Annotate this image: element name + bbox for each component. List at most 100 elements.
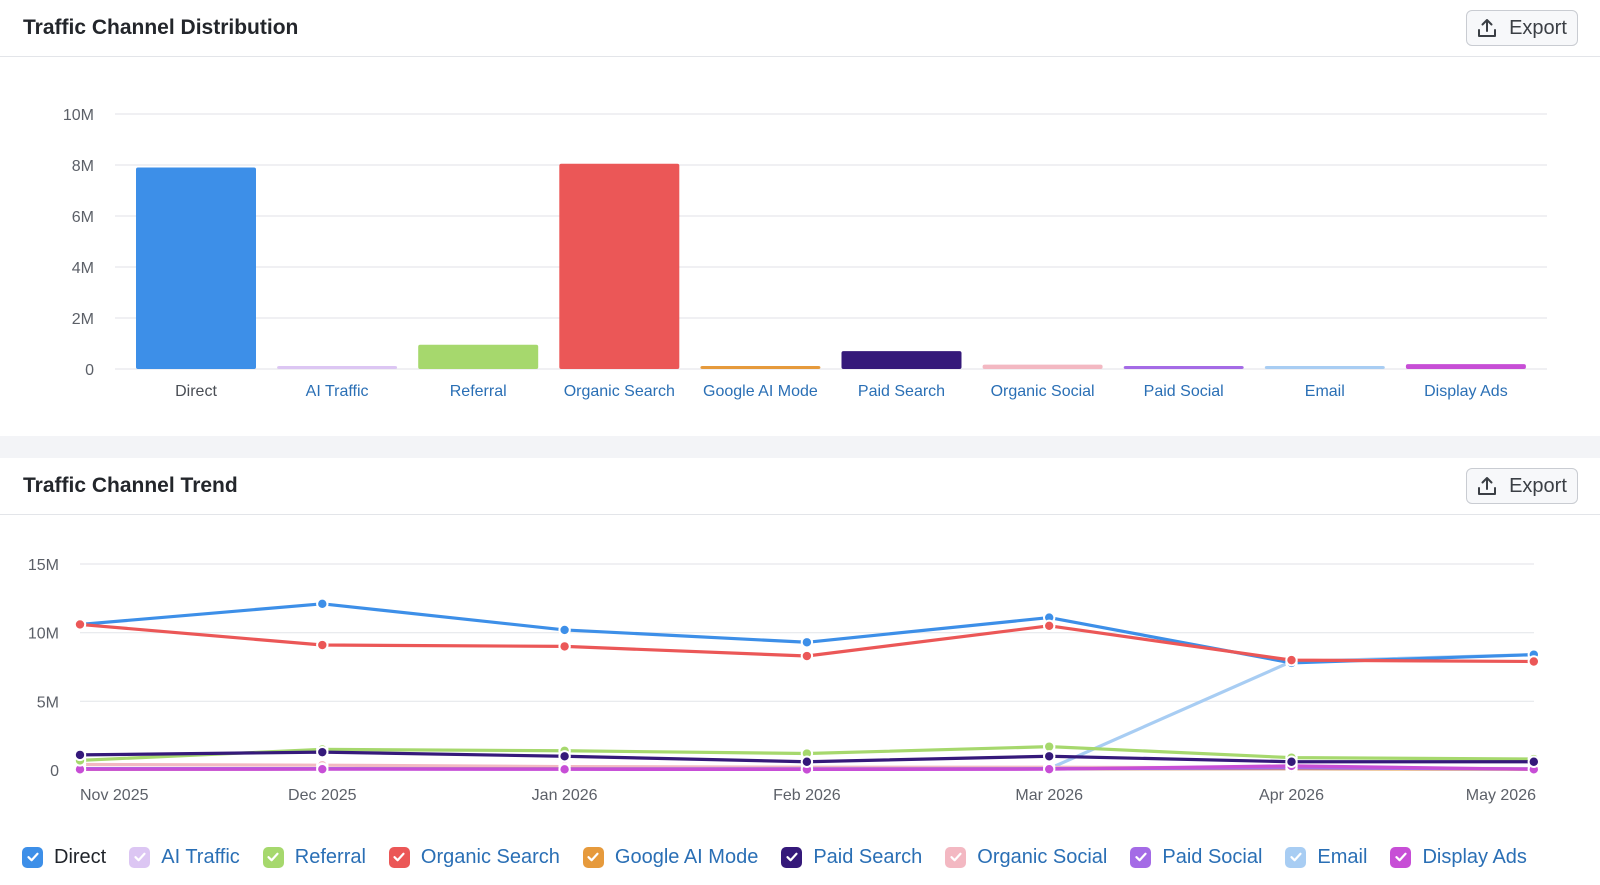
distribution-header: Traffic Channel Distribution Export (0, 0, 1600, 57)
bar-google-ai-mode[interactable] (700, 366, 821, 369)
legend-label: Display Ads (1422, 845, 1527, 868)
trend-export-button[interactable]: Export (1466, 468, 1578, 504)
data-point-organic-search[interactable] (316, 638, 329, 652)
bar-email[interactable] (1264, 366, 1385, 369)
bar-x-tick-label[interactable]: AI Traffic (306, 383, 369, 400)
bar-y-tick-label: 4M (72, 260, 94, 277)
bar-x-tick-label[interactable]: Paid Search (858, 383, 945, 400)
legend-label: Paid Social (1162, 845, 1263, 868)
export-label: Export (1509, 474, 1567, 497)
data-point-organic-search[interactable] (1043, 619, 1056, 633)
data-point-paid-search[interactable] (1285, 755, 1298, 768)
legend-item-referral[interactable]: Referral (262, 845, 366, 869)
bar-paid-search[interactable] (841, 351, 962, 369)
data-point-paid-search[interactable] (558, 750, 571, 763)
line-x-tick-label: Apr 2026 (1259, 787, 1324, 804)
trend-line-chart: 0 5M 10M 15M Nov 2025 Dec 2025 Jan 2026 Feb 202… (28, 557, 1541, 804)
legend-label: Google AI Mode (614, 845, 759, 868)
bar-paid-social[interactable] (1123, 366, 1244, 369)
distribution-card: Traffic Channel Distribution Export 0 2M 4… (0, 0, 1600, 436)
line-y-tick-label: 15M (28, 557, 59, 574)
checkbox-checked-icon[interactable] (262, 846, 284, 868)
line-y-tick-label: 10M (28, 626, 59, 643)
distribution-title: Traffic Channel Distribution (23, 16, 299, 39)
data-point-organic-search[interactable] (1527, 655, 1541, 668)
data-point-paid-search[interactable] (1043, 750, 1056, 763)
checkbox-checked-icon[interactable] (129, 846, 151, 868)
checkbox-checked-icon[interactable] (945, 846, 967, 868)
bar-x-tick-label[interactable]: Organic Search (564, 383, 675, 400)
line-x-tick-label: Feb 2026 (773, 787, 841, 804)
data-point-organic-search[interactable] (800, 649, 814, 663)
line-x-tick-label: Nov 2025 (80, 787, 149, 804)
line-x-tick-label: May 2026 (1466, 787, 1536, 804)
legend-item-paid-search[interactable]: Paid Search (781, 846, 922, 869)
bar-y-tick-label: 2M (72, 311, 94, 328)
legend-item-google-ai-mode[interactable]: Google AI Mode (582, 845, 759, 869)
line-y-tick-label: 0 (50, 763, 59, 780)
data-point-paid-search[interactable] (316, 745, 329, 759)
bar-x-tick-label[interactable]: Email (1305, 383, 1345, 400)
export-icon (1478, 477, 1497, 495)
bar-y-tick-label: 0 (85, 362, 94, 379)
bar-ai-traffic[interactable] (277, 366, 398, 369)
bar-referral[interactable] (418, 344, 539, 369)
bar-x-tick-label[interactable]: Organic Social (991, 383, 1095, 400)
data-point-display-ads[interactable] (316, 762, 329, 776)
checkbox-checked-icon[interactable] (22, 846, 43, 868)
trend-title: Traffic Channel Trend (23, 474, 238, 497)
legend-label: Organic Search (420, 845, 560, 868)
legend-item-organic-search[interactable]: Organic Search (388, 845, 560, 869)
data-point-organic-search[interactable] (558, 640, 571, 653)
legend-label: AI Traffic (161, 845, 240, 868)
data-point-direct[interactable] (558, 623, 571, 637)
legend-item-email[interactable]: Email (1285, 846, 1367, 869)
legend-label: Direct (54, 845, 107, 868)
legend-label: Organic Social (977, 845, 1108, 868)
bar-x-tick-label[interactable]: Google AI Mode (703, 383, 818, 400)
legend-item-direct[interactable]: Direct (22, 846, 106, 869)
bar-x-tick-label[interactable]: Paid Social (1144, 383, 1224, 400)
legend-item-ai-traffic[interactable]: AI Traffic (129, 846, 240, 869)
data-point-paid-search[interactable] (800, 755, 814, 768)
data-point-direct[interactable] (800, 636, 814, 649)
data-point-direct[interactable] (316, 597, 329, 611)
bar-x-tick-label: Direct (175, 383, 217, 400)
checkbox-checked-icon[interactable] (781, 846, 803, 868)
bar-y-tick-label: 10M (63, 107, 94, 124)
bar-organic-social[interactable] (982, 364, 1103, 369)
legend-item-display-ads[interactable]: Display Ads (1390, 846, 1527, 869)
data-point-organic-search[interactable] (1285, 653, 1298, 667)
export-icon (1478, 19, 1497, 37)
bar-y-tick-label: 6M (72, 209, 94, 226)
checkbox-checked-icon[interactable] (388, 846, 410, 868)
distribution-export-button[interactable]: Export (1466, 10, 1578, 46)
legend-item-organic-social[interactable]: Organic Social (945, 846, 1107, 869)
data-point-display-ads[interactable] (1043, 762, 1056, 776)
data-point-display-ads[interactable] (558, 763, 571, 776)
bar-display-ads[interactable] (1405, 364, 1526, 369)
checkbox-checked-icon[interactable] (1390, 846, 1412, 868)
data-point-organic-search[interactable] (73, 618, 87, 631)
distribution-bar-chart: 0 2M 4M 6M 8M 10M Direct AI Traffic Referral Orga… (63, 107, 1547, 400)
bar-direct[interactable] (136, 167, 256, 369)
legend-item-paid-social[interactable]: Paid Social (1130, 846, 1262, 869)
bar-y-tick-label: 8M (72, 158, 94, 175)
checkbox-checked-icon[interactable] (582, 846, 604, 868)
trend-card: Traffic Channel Trend Export (0, 458, 1600, 885)
trend-legend: Direct AI Traffic Referral Organic Search Go… (22, 842, 1550, 872)
legend-label: Email (1317, 845, 1368, 868)
series-paid-search[interactable] (73, 745, 1541, 768)
checkbox-checked-icon[interactable] (1285, 846, 1307, 868)
line-x-tick-label: Dec 2025 (288, 787, 357, 804)
line-y-tick-label: 5M (37, 694, 59, 711)
legend-label: Referral (294, 845, 366, 868)
bar-x-tick-label[interactable]: Display Ads (1424, 383, 1508, 400)
data-point-paid-search[interactable] (73, 748, 87, 762)
data-point-paid-search[interactable] (1527, 755, 1541, 768)
series-organic-search[interactable] (73, 618, 1541, 668)
bar-x-tick-label[interactable]: Referral (450, 383, 507, 400)
trend-header: Traffic Channel Trend Export (0, 458, 1600, 515)
bar-organic-search[interactable] (559, 163, 680, 369)
checkbox-checked-icon[interactable] (1130, 846, 1152, 868)
